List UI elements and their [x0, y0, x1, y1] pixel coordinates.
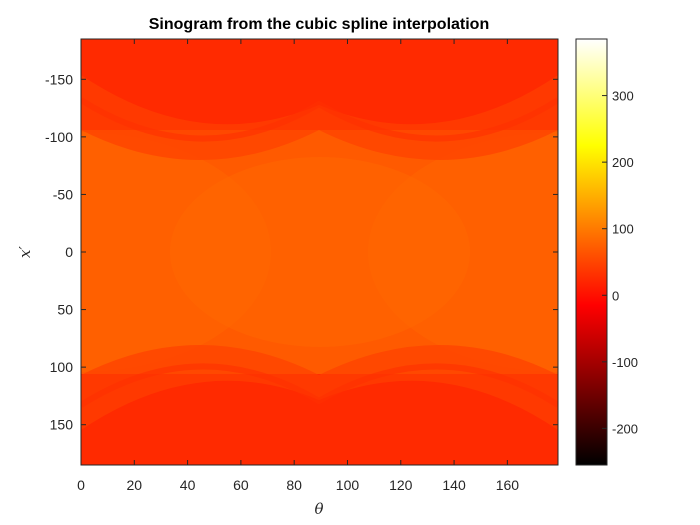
x-tick-label: 100 — [336, 477, 360, 493]
heatmap-lobe-right — [368, 132, 558, 372]
heatmap-lobe-center — [170, 157, 470, 347]
y-tick-label: -100 — [45, 129, 73, 145]
y-axis-ticks: -150 -100 -50 0 50 100 150 — [45, 71, 558, 433]
y-tick-label: 50 — [57, 302, 73, 318]
colorbar-tick-label: -200 — [612, 421, 638, 436]
colorbar-tick-label: -100 — [612, 355, 638, 370]
x-tick-label: 0 — [77, 477, 85, 493]
x-tick-label: 120 — [389, 477, 413, 493]
heatmap-crossing-lower — [81, 363, 558, 408]
colorbar-tick-label: 100 — [612, 222, 634, 237]
heatmap-crossing-upper — [81, 97, 558, 142]
heatmap-area — [81, 39, 558, 465]
y-tick-label: -50 — [53, 186, 73, 202]
colorbar-tick-label: 300 — [612, 89, 634, 104]
colorbar-tick-label: 0 — [612, 288, 619, 303]
x-axis-ticks: 0 20 40 60 80 100 120 140 160 — [77, 39, 519, 493]
y-tick-label: -150 — [45, 71, 73, 87]
y-axis-label: x′ — [16, 245, 34, 257]
y-tick-label: 150 — [50, 417, 74, 433]
y-tick-label: 0 — [65, 244, 73, 260]
x-tick-label: 160 — [496, 477, 520, 493]
x-tick-label: 40 — [180, 477, 196, 493]
x-tick-label: 80 — [286, 477, 302, 493]
colorbar-ticks: -200 -100 0 100 200 300 — [602, 89, 638, 436]
colorbar: -200 -100 0 100 200 300 — [575, 38, 638, 466]
y-tick-label: 100 — [50, 359, 74, 375]
heatmap-lobe-left — [81, 132, 271, 372]
colorbar-tick-label: 200 — [612, 155, 634, 170]
x-axis-label: θ — [314, 500, 323, 518]
chart-title: Sinogram from the cubic spline interpola… — [149, 16, 489, 33]
x-tick-label: 20 — [127, 477, 143, 493]
x-tick-label: 60 — [233, 477, 249, 493]
x-tick-label: 140 — [442, 477, 466, 493]
colorbar-gradient — [575, 38, 608, 466]
